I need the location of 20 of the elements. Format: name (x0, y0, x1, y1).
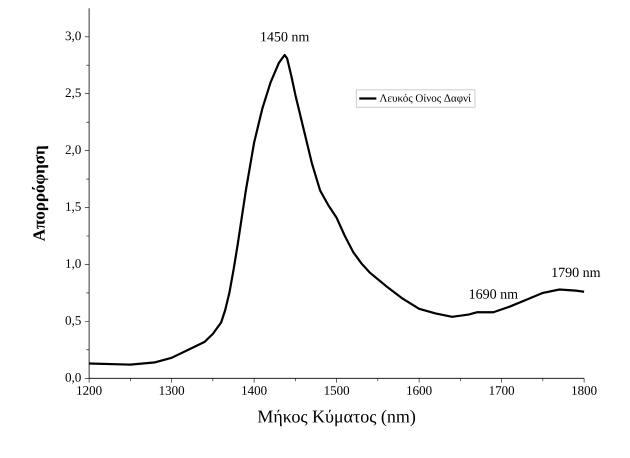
x-tick-label: 1700 (490, 386, 514, 395)
x-tick-label: 1600 (407, 386, 432, 395)
y-tick-label: 0,0 (66, 372, 81, 384)
x-tick-label: 1500 (324, 386, 350, 395)
legend-label: Λευκός Οίνος Δαφνί (380, 94, 471, 104)
y-tick-label: 1,0 (66, 259, 81, 270)
annotation: 1690 nm (470, 289, 518, 299)
y-tick-label: 2,5 (66, 88, 81, 99)
y-tick-label: 3,0 (66, 31, 81, 42)
y-tick-label: 1,5 (66, 202, 81, 213)
y-tick-label: 2,0 (66, 145, 81, 156)
x-tick-label: 1800 (572, 386, 597, 395)
annotation: 1450 nm (261, 32, 310, 42)
x-tick-label: 1300 (160, 386, 184, 395)
x-axis-title: Μήκος Κύματος (nm) (258, 410, 416, 426)
x-tick-label: 1200 (77, 386, 102, 395)
x-tick-label: 1400 (242, 386, 267, 395)
annotation: 1790 nm (552, 268, 600, 278)
y-tick-label: 0,5 (66, 316, 81, 327)
y-axis-title: Απορρόφηση (32, 146, 48, 242)
